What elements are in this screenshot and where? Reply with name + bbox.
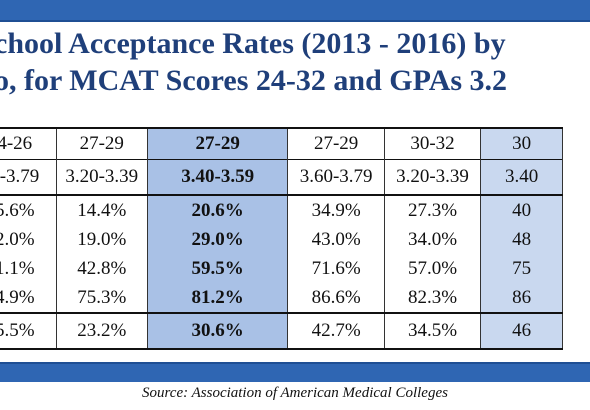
total-cell: 23.2% [55, 312, 148, 350]
gpa-cell-highlighted: 3.40-3.59 [146, 159, 289, 195]
source-caption: Source: Association of American Medical … [142, 385, 448, 401]
mcat-cell: 27-29 [55, 127, 148, 160]
table-row: 2.0% 19.0% 29.0% 43.0% 34.0% 48 [0, 225, 563, 254]
mcat-header-row: 4-26 27-29 27-29 27-29 30-32 30 [0, 127, 563, 160]
gpa-cell: 3.20-3.39 [383, 159, 482, 195]
rate-cell: 4.9% [0, 283, 57, 313]
rate-cell-highlighted: 29.0% [146, 225, 289, 254]
total-cell: 42.7% [287, 312, 385, 350]
rate-cell: 75.3% [55, 283, 148, 313]
gpa-cell: 0-3.79 [0, 159, 57, 195]
gpa-header-row: 0-3.79 3.20-3.39 3.40-3.59 3.60-3.79 3.2… [0, 159, 563, 195]
acceptance-rate-table: 4-26 27-29 27-29 27-29 30-32 30 0-3.79 3… [0, 127, 563, 350]
mcat-cell-highlighted: 27-29 [146, 127, 289, 160]
rate-cell-highlighted: 59.5% [146, 254, 289, 283]
top-border-bar [0, 0, 590, 22]
rate-cell: 34.9% [287, 194, 385, 225]
rate-cell: 82.3% [383, 283, 482, 313]
rate-cell-highlighted: 20.6% [146, 194, 289, 225]
mcat-cell: 30-32 [383, 127, 482, 160]
total-row: 5.5% 23.2% 30.6% 42.7% 34.5% 46 [0, 312, 563, 350]
rate-cell: 2.0% [0, 225, 57, 254]
gpa-cell: 3.60-3.79 [287, 159, 385, 195]
rate-cell: 57.0% [383, 254, 482, 283]
chart-title: chool Acceptance Rates (2013 - 2016) by … [0, 26, 590, 100]
total-cell: 5.5% [0, 312, 57, 350]
rate-cell: 5.6% [0, 194, 57, 225]
total-cell-highlighted: 30.6% [146, 312, 289, 350]
rate-cell: 27.3% [383, 194, 482, 225]
rate-cell: 48 [480, 225, 563, 254]
rate-cell: 42.8% [55, 254, 148, 283]
mcat-cell: 27-29 [287, 127, 385, 160]
table-row: 4.9% 75.3% 81.2% 86.6% 82.3% 86 [0, 283, 563, 313]
table-row: 1.1% 42.8% 59.5% 71.6% 57.0% 75 [0, 254, 563, 283]
rate-cell: 1.1% [0, 254, 57, 283]
rate-cell: 75 [480, 254, 563, 283]
total-cell: 34.5% [383, 312, 482, 350]
mcat-cell: 4-26 [0, 127, 57, 160]
total-cell: 46 [480, 312, 563, 350]
rate-cell: 40 [480, 194, 563, 225]
gpa-cell: 3.20-3.39 [55, 159, 148, 195]
table-row: 5.6% 14.4% 20.6% 34.9% 27.3% 40 [0, 194, 563, 225]
rate-cell-highlighted: 81.2% [146, 283, 289, 313]
title-line-1: chool Acceptance Rates (2013 - 2016) by [0, 27, 506, 60]
rate-cell: 14.4% [55, 194, 148, 225]
acceptance-table-wrapper: 4-26 27-29 27-29 27-29 30-32 30 0-3.79 3… [0, 127, 590, 361]
mcat-cell: 30 [480, 127, 563, 160]
rate-cell: 86 [480, 283, 563, 313]
rate-cell: 86.6% [287, 283, 385, 313]
gpa-cell: 3.40 [480, 159, 563, 195]
rate-cell: 19.0% [55, 225, 148, 254]
title-line-2: o, for MCAT Scores 24-32 and GPAs 3.2 [0, 64, 508, 97]
rate-cell: 43.0% [287, 225, 385, 254]
rate-cell: 71.6% [287, 254, 385, 283]
bottom-border-bar [0, 362, 590, 382]
rate-cell: 34.0% [383, 225, 482, 254]
